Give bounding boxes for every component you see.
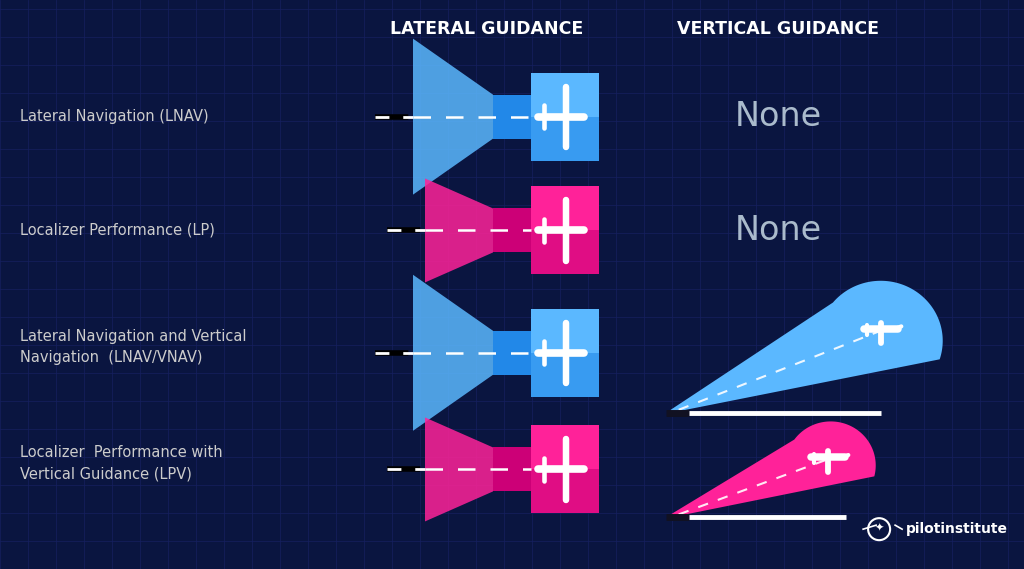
- Polygon shape: [671, 422, 876, 517]
- Polygon shape: [531, 426, 599, 513]
- Polygon shape: [531, 230, 599, 274]
- Polygon shape: [425, 179, 493, 282]
- Polygon shape: [493, 447, 531, 492]
- Polygon shape: [493, 94, 531, 139]
- Polygon shape: [413, 275, 493, 431]
- Text: None: None: [734, 100, 822, 133]
- Polygon shape: [493, 208, 531, 253]
- Text: ✦: ✦: [874, 523, 884, 533]
- Polygon shape: [531, 469, 599, 513]
- Text: Localizer Performance (LP): Localizer Performance (LP): [20, 223, 215, 238]
- Polygon shape: [531, 117, 599, 160]
- Polygon shape: [413, 39, 493, 195]
- Text: Localizer  Performance with
Vertical Guidance (LPV): Localizer Performance with Vertical Guid…: [20, 446, 222, 481]
- Polygon shape: [531, 309, 599, 397]
- Polygon shape: [531, 187, 599, 274]
- Text: LATERAL GUIDANCE: LATERAL GUIDANCE: [390, 20, 583, 38]
- Polygon shape: [531, 353, 599, 397]
- Text: pilotinstitute: pilotinstitute: [906, 522, 1008, 536]
- Polygon shape: [425, 418, 493, 521]
- Polygon shape: [671, 281, 943, 413]
- Text: VERTICAL GUIDANCE: VERTICAL GUIDANCE: [677, 20, 880, 38]
- Polygon shape: [493, 331, 531, 375]
- Text: Lateral Navigation (LNAV): Lateral Navigation (LNAV): [20, 109, 209, 124]
- Polygon shape: [531, 73, 599, 160]
- Text: None: None: [734, 214, 822, 247]
- Text: Lateral Navigation and Vertical
Navigation  (LNAV/VNAV): Lateral Navigation and Vertical Navigati…: [20, 329, 247, 365]
